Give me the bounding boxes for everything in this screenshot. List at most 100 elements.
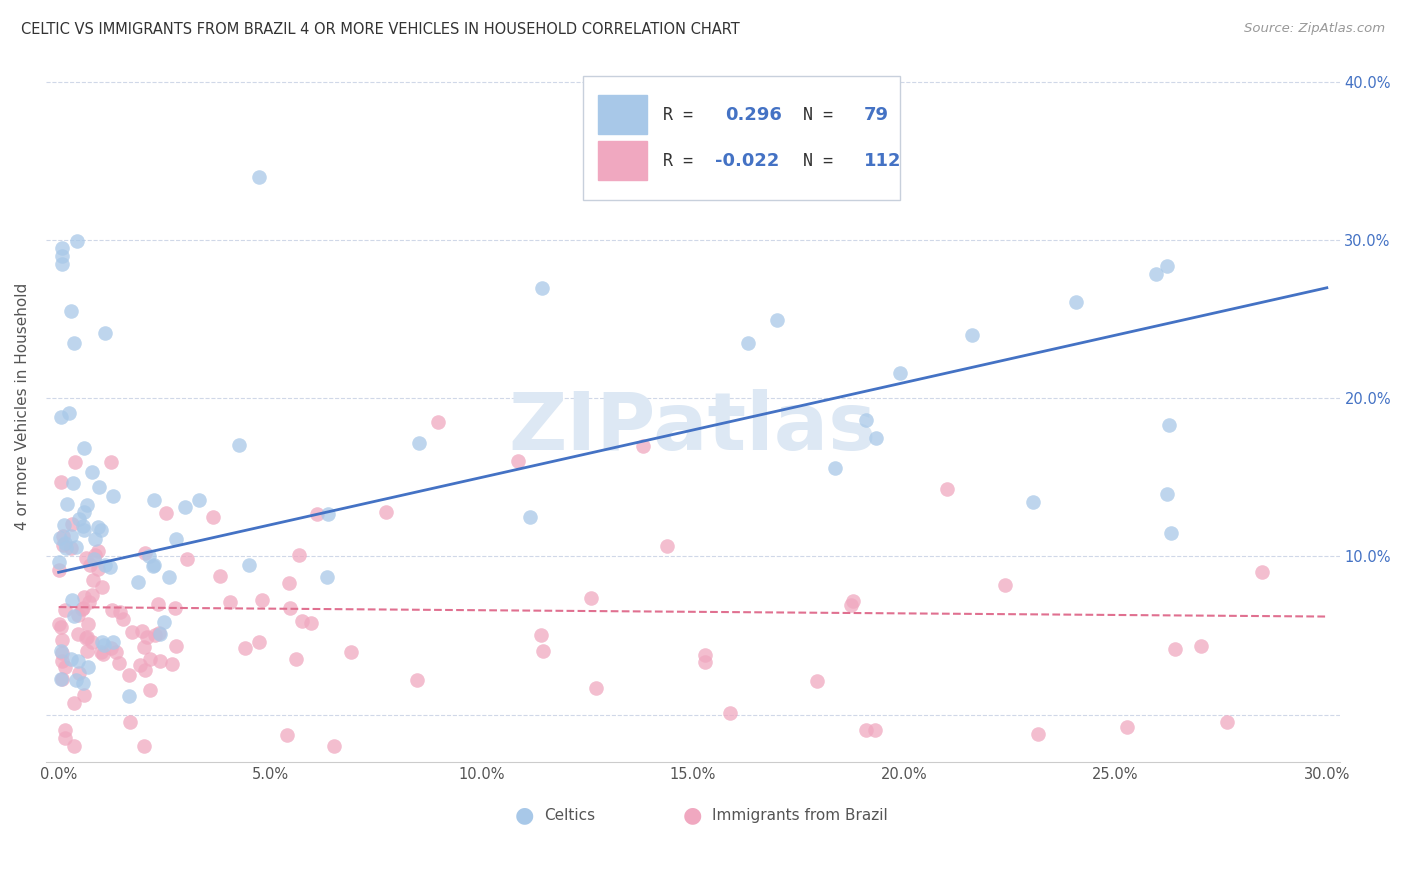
Point <box>86 520 108 534</box>
Point <box>49 475 72 489</box>
Point <box>107 657 129 671</box>
Point <box>48 616 70 631</box>
Point <box>531 644 554 658</box>
Point <box>855 723 877 737</box>
Point <box>72 519 94 533</box>
Point <box>49 410 72 425</box>
Point <box>426 415 449 429</box>
Point <box>579 591 602 606</box>
Point <box>77 616 100 631</box>
Point <box>105 645 128 659</box>
Point <box>53 603 76 617</box>
Point <box>142 492 165 507</box>
Point <box>67 607 90 622</box>
Point <box>118 689 141 703</box>
Point <box>51 646 73 660</box>
Point <box>149 654 172 668</box>
Point <box>165 532 187 546</box>
Point <box>51 529 73 543</box>
Point <box>1116 720 1139 734</box>
Point <box>1156 259 1178 273</box>
Point <box>79 558 101 572</box>
Point <box>52 538 75 552</box>
Point <box>76 644 98 658</box>
Point <box>108 606 131 620</box>
Point <box>100 603 122 617</box>
Point <box>90 645 112 659</box>
Point <box>60 541 83 555</box>
Point <box>80 635 103 649</box>
Point <box>322 739 344 754</box>
Point <box>960 328 983 343</box>
Point <box>52 517 75 532</box>
FancyBboxPatch shape <box>583 76 900 200</box>
Point <box>129 657 152 672</box>
Point <box>530 628 553 642</box>
Point <box>146 598 169 612</box>
Text: Source: ZipAtlas.com: Source: ZipAtlas.com <box>1244 22 1385 36</box>
Point <box>737 335 759 350</box>
Point <box>1157 417 1180 432</box>
Point <box>76 499 98 513</box>
Point <box>73 688 96 702</box>
Text: Celtics: Celtics <box>544 808 595 822</box>
Point <box>291 614 314 628</box>
Point <box>93 638 115 652</box>
Point <box>49 643 72 657</box>
Point <box>73 590 96 604</box>
Point <box>160 657 183 672</box>
Text: 79: 79 <box>863 105 889 124</box>
Point <box>90 523 112 537</box>
Point <box>60 516 83 531</box>
Point <box>865 431 887 445</box>
Point <box>718 706 741 721</box>
Point <box>994 578 1017 592</box>
Point <box>148 627 170 641</box>
Point <box>935 482 957 496</box>
Point <box>83 552 105 566</box>
Point <box>51 249 73 263</box>
Point <box>839 598 862 612</box>
Point <box>143 558 166 572</box>
Y-axis label: 4 or more Vehicles in Household: 4 or more Vehicles in Household <box>15 283 30 530</box>
Point <box>155 506 177 520</box>
Point <box>90 635 112 649</box>
Point <box>585 681 607 695</box>
Point <box>1160 525 1182 540</box>
Point <box>87 562 110 576</box>
Point <box>136 630 159 644</box>
Point <box>1189 639 1212 653</box>
Point <box>63 608 86 623</box>
Point <box>66 627 89 641</box>
Point <box>53 536 76 550</box>
Point <box>305 507 328 521</box>
Point <box>67 511 90 525</box>
Point <box>49 531 72 545</box>
Point <box>66 234 89 248</box>
Point <box>247 170 270 185</box>
Point <box>72 442 94 456</box>
Text: 0.296: 0.296 <box>725 105 782 124</box>
Point <box>247 635 270 649</box>
Point <box>134 546 156 560</box>
Point <box>91 648 114 662</box>
Point <box>56 497 79 511</box>
Text: -0.022: -0.022 <box>714 152 779 170</box>
Point <box>100 640 122 655</box>
Point <box>1026 726 1049 740</box>
Point <box>855 413 877 427</box>
Point <box>250 592 273 607</box>
Point <box>299 616 322 631</box>
Point <box>101 634 124 648</box>
Point <box>67 654 90 668</box>
Point <box>278 575 301 590</box>
Point <box>75 551 97 566</box>
Point <box>132 739 155 754</box>
Point <box>49 672 72 686</box>
Point <box>53 660 76 674</box>
Point <box>82 465 104 479</box>
Point <box>75 631 97 645</box>
Point <box>84 532 107 546</box>
Point <box>375 505 398 519</box>
Point <box>51 241 73 255</box>
